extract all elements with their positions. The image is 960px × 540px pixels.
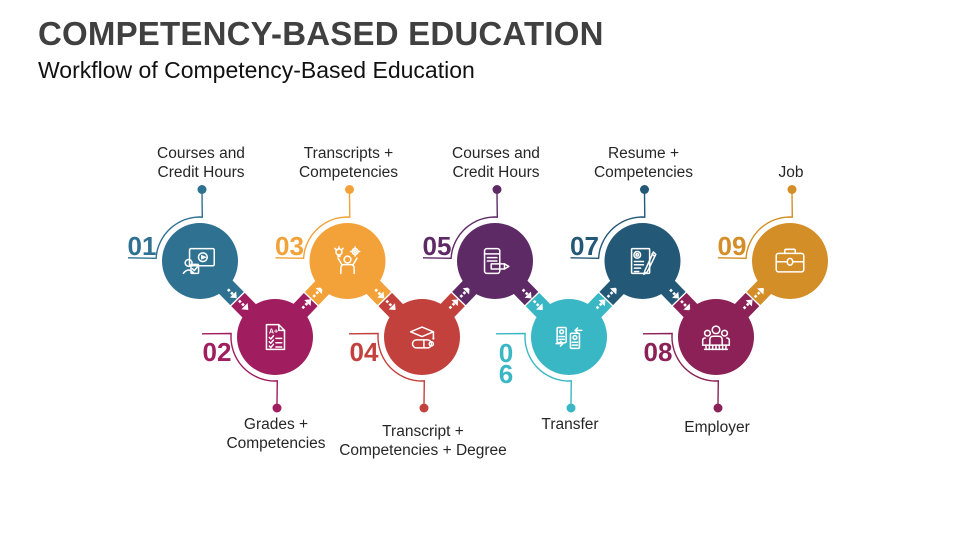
step-04-number: 04	[350, 337, 379, 367]
step-01-decoration-line	[127, 193, 204, 260]
ribbon-arrow-icon	[451, 299, 459, 307]
step-03-circle	[309, 223, 386, 299]
step-02-label: Grades + Competencies	[226, 416, 325, 452]
step-02-number: 02	[203, 337, 232, 367]
step-08-number: 08	[644, 337, 673, 367]
ribbon-arrow-icon	[388, 303, 396, 311]
step-05-decoration-line	[422, 193, 499, 260]
step-08-pointer-dot	[713, 403, 723, 413]
workflow-step-03: 03 Transcripts + Competencies	[275, 145, 398, 299]
workflow-step-08: 08 Employer	[642, 299, 754, 436]
ribbon-arrow-icon	[462, 287, 470, 295]
ribbon-arrow-icon	[598, 299, 606, 307]
svg-text:A+: A+	[269, 328, 278, 336]
step-07-pointer-dot	[640, 185, 649, 194]
workflow-step-05: 05 Courses and Credit Hours	[423, 145, 540, 299]
ribbon-arrow-icon	[757, 287, 764, 295]
step-09-number: 09	[718, 231, 747, 261]
transfer-icon	[555, 326, 583, 350]
briefcase-icon	[775, 248, 805, 273]
step-05-pointer-dot	[492, 185, 502, 194]
step-06-circle	[531, 299, 607, 375]
resume-icon	[630, 247, 657, 276]
step-09-decoration-line	[717, 193, 794, 260]
ribbon-arrow-icon	[745, 299, 753, 307]
ribbon-arrow-icon	[536, 303, 543, 311]
ribbon-arrow-icon	[304, 299, 312, 307]
step-08-decoration-line	[642, 332, 720, 404]
step-03-decoration-line	[275, 193, 351, 260]
course-notes-icon	[483, 247, 510, 275]
step-02-circle	[237, 299, 313, 375]
step-02-decoration-line	[201, 332, 279, 404]
step-07-number: 07	[570, 231, 599, 261]
ribbon-arrow-icon	[377, 291, 385, 299]
step-01-label: Courses and Credit Hours	[157, 145, 245, 181]
ribbon-arrow-icon	[241, 303, 249, 310]
step-09-pointer-dot	[787, 185, 797, 194]
workflow-step-01: 01 Courses and Credit Hours	[128, 145, 245, 299]
step-07-label: Resume + Competencies	[594, 145, 693, 181]
step-03-pointer-dot	[345, 185, 354, 194]
step-09-label: Job	[779, 164, 804, 181]
workflow-step-06: 0 6 Transfer	[495, 299, 607, 433]
step-04-decoration-line	[348, 332, 426, 404]
step-09-circle	[752, 223, 828, 299]
grade-report-icon: A+	[265, 323, 286, 351]
workflow-step-07: 07 Resume + Competencies	[570, 145, 693, 299]
ribbon-arrow-icon	[524, 291, 532, 299]
ribbon-arrow-icon	[229, 291, 237, 299]
step-03-label: Transcripts + Competencies	[299, 145, 398, 181]
workflow-step-02: A+ 02 Grades + Competencies	[201, 299, 326, 452]
step-02-pointer-dot	[272, 403, 282, 413]
ribbon-arrow-icon	[315, 287, 323, 295]
workflow-step-09: 09 Job	[718, 164, 828, 299]
video-course-icon	[182, 247, 216, 275]
step-06-decoration-line	[495, 332, 573, 404]
step-04-pointer-dot	[419, 403, 429, 413]
step-01-number: 01	[128, 231, 157, 261]
graduation-diploma-icon	[409, 326, 435, 349]
step-03-number: 03	[275, 231, 304, 261]
step-05-number: 05	[423, 231, 452, 261]
ribbon-arrow-icon	[683, 303, 691, 311]
step-08-label: Employer	[684, 419, 749, 436]
step-06-label: Transfer	[541, 416, 598, 433]
step-05-label: Courses and Credit Hours	[452, 145, 540, 181]
step-06-pointer-dot	[566, 403, 576, 413]
slide-subtitle: Workflow of Competency-Based Education	[38, 57, 475, 83]
ribbon-arrow-icon	[672, 291, 679, 299]
skills-person-icon	[334, 245, 361, 275]
step-07-decoration-line	[570, 193, 646, 260]
employer-team-icon	[701, 325, 731, 351]
workflow-step-04: 04 Transcript + Competencies + Degree	[339, 299, 507, 459]
step-04-label: Transcript + Competencies + Degree	[339, 423, 507, 459]
step-01-pointer-dot	[197, 185, 207, 194]
slide-title: COMPETENCY-BASED EDUCATION	[38, 15, 604, 52]
ribbon-arrow-icon	[609, 287, 617, 295]
